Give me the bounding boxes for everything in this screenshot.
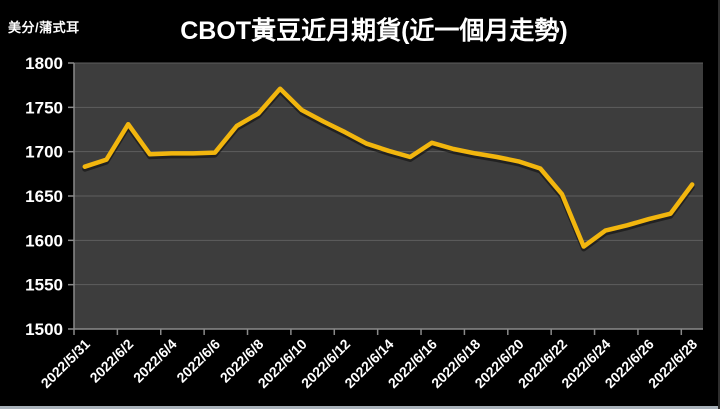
x-tick-label: 2022/5/31 [38,336,94,392]
x-tick-label: 2022/6/6 [173,336,223,386]
x-tick-label: 2022/6/2 [86,336,136,386]
price-line [82,86,695,249]
right-edge-line [718,0,720,409]
y-tick-label: 1600 [25,231,63,250]
y-tick-label: 1650 [25,187,63,206]
x-tick-label: 2022/6/4 [130,336,180,386]
chart-title: CBOT黃豆近月期貨(近一個月走勢) [180,17,568,45]
y-tick-label: 1700 [25,143,63,162]
y-tick-label: 1550 [25,276,63,295]
y-tick-label: 1500 [25,320,63,339]
y-tick-label: 1750 [25,98,63,117]
bottom-edge-strip [0,406,720,409]
y-tick-label: 1800 [25,54,63,73]
y-axis-unit-label: 美分/蒲式耳 [8,20,80,35]
